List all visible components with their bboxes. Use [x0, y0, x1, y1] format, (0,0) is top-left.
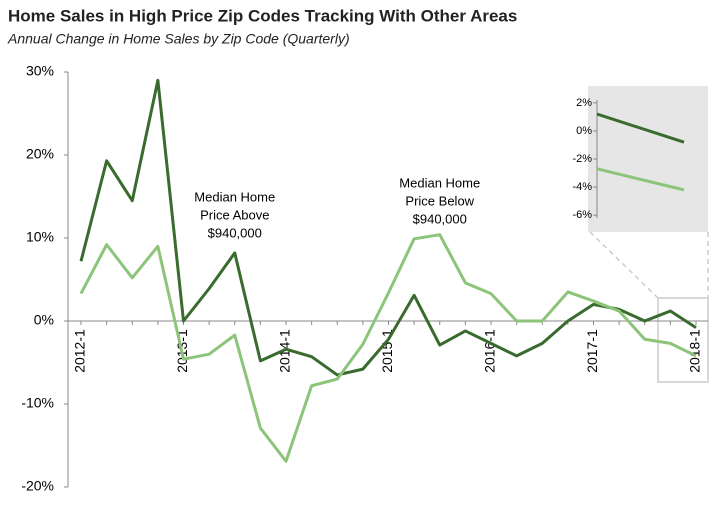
y-tick-label: -10%: [21, 395, 54, 411]
inset-y-tick-label: 2%: [576, 97, 592, 109]
annotation: Price Below: [405, 193, 474, 208]
inset-y-tick-label: -6%: [572, 209, 592, 221]
inset-line: [596, 167, 685, 192]
annotation: $940,000: [208, 225, 262, 240]
annotation: Price Above: [200, 207, 269, 222]
series-line: [79, 233, 697, 463]
x-tick-label: 2012-1: [72, 329, 88, 373]
y-tick-label: 10%: [26, 229, 54, 245]
x-tick-label: 2018-1: [687, 329, 703, 373]
inset-y-tick-label: 0%: [576, 125, 592, 137]
x-tick-label: 2015-1: [379, 329, 395, 373]
chart-subtitle: Annual Change in Home Sales by Zip Code …: [7, 31, 350, 47]
series-line: [79, 78, 697, 377]
annotation: Median Home: [194, 189, 275, 204]
inset-y-tick-label: -4%: [572, 181, 592, 193]
inset-line: [596, 112, 685, 144]
chart-title: Home Sales in High Price Zip Codes Track…: [8, 6, 517, 25]
annotation: $940,000: [413, 211, 467, 226]
x-tick-label: 2016-1: [482, 329, 498, 373]
y-tick-label: 20%: [26, 146, 54, 162]
inset-background: [588, 86, 708, 232]
y-tick-label: -20%: [21, 478, 54, 494]
inset-connector: [589, 231, 659, 299]
y-tick-label: 30%: [26, 63, 54, 79]
x-tick-label: 2017-1: [584, 329, 600, 373]
inset-y-tick-label: -2%: [572, 153, 592, 165]
annotation: Median Home: [399, 175, 480, 190]
y-tick-label: 0%: [34, 312, 54, 328]
